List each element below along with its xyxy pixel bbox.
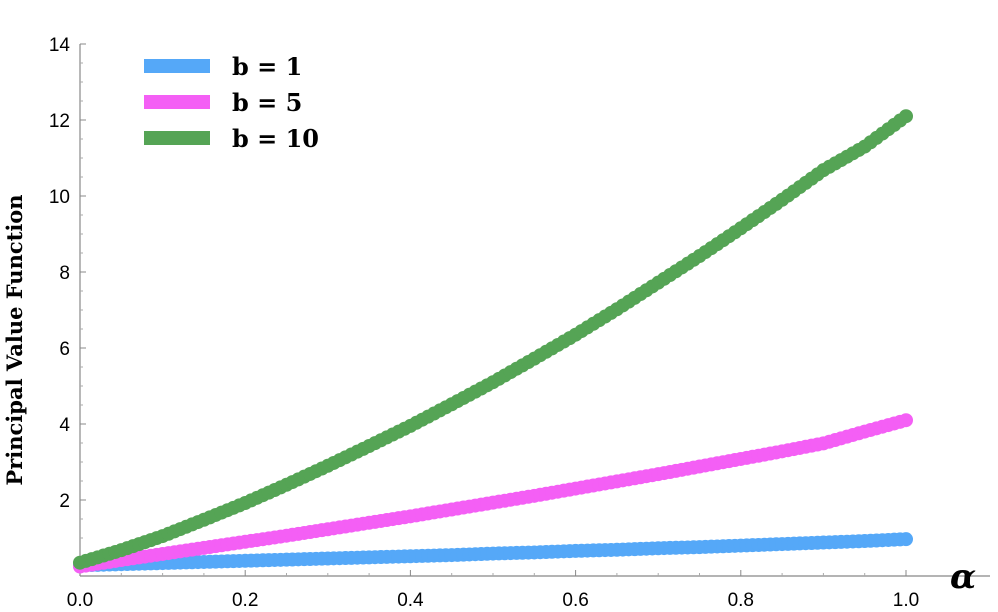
legend: b = 1 b = 5 b = 10 bbox=[144, 52, 319, 153]
x-tick-label: 0.2 bbox=[232, 590, 258, 611]
data-point bbox=[899, 532, 913, 547]
series-b-5 bbox=[73, 413, 913, 574]
x-ticks: 0.0 0.2 0.4 0.6 0.8 1.0 bbox=[67, 570, 919, 611]
y-tick-label: 14 bbox=[49, 35, 71, 56]
y-tick-label: 8 bbox=[59, 263, 70, 284]
y-axis-title: Principal Value Function bbox=[2, 194, 27, 485]
legend-swatch bbox=[144, 95, 210, 109]
y-tick-label: 6 bbox=[59, 339, 70, 360]
x-tick-label: 0.8 bbox=[728, 590, 754, 611]
legend-swatch bbox=[144, 59, 210, 73]
series-b-1 bbox=[73, 532, 913, 573]
legend-label: b = 1 bbox=[232, 52, 302, 81]
legend-swatch bbox=[144, 131, 210, 145]
y-tick-label: 4 bbox=[59, 415, 70, 436]
x-tick-label: 0.6 bbox=[562, 590, 588, 611]
axes: 0.0 0.2 0.4 0.6 0.8 1.0 2 4 6 8 10 12 14 bbox=[49, 35, 990, 611]
x-axis-title: α bbox=[950, 557, 976, 597]
y-tick-label: 12 bbox=[49, 111, 70, 132]
x-tick-label: 0.4 bbox=[397, 590, 424, 611]
x-tick-label: 1.0 bbox=[893, 590, 919, 611]
legend-label: b = 5 bbox=[232, 88, 302, 117]
x-tick-label: 0.0 bbox=[67, 590, 93, 611]
data-point bbox=[899, 109, 913, 124]
series-layer bbox=[73, 109, 913, 574]
legend-label: b = 10 bbox=[232, 124, 319, 153]
data-point bbox=[899, 413, 913, 428]
y-tick-label: 2 bbox=[59, 491, 70, 512]
y-ticks: 2 4 6 8 10 12 14 bbox=[49, 35, 86, 558]
y-tick-label: 10 bbox=[49, 187, 70, 208]
series-b-10 bbox=[73, 109, 913, 570]
